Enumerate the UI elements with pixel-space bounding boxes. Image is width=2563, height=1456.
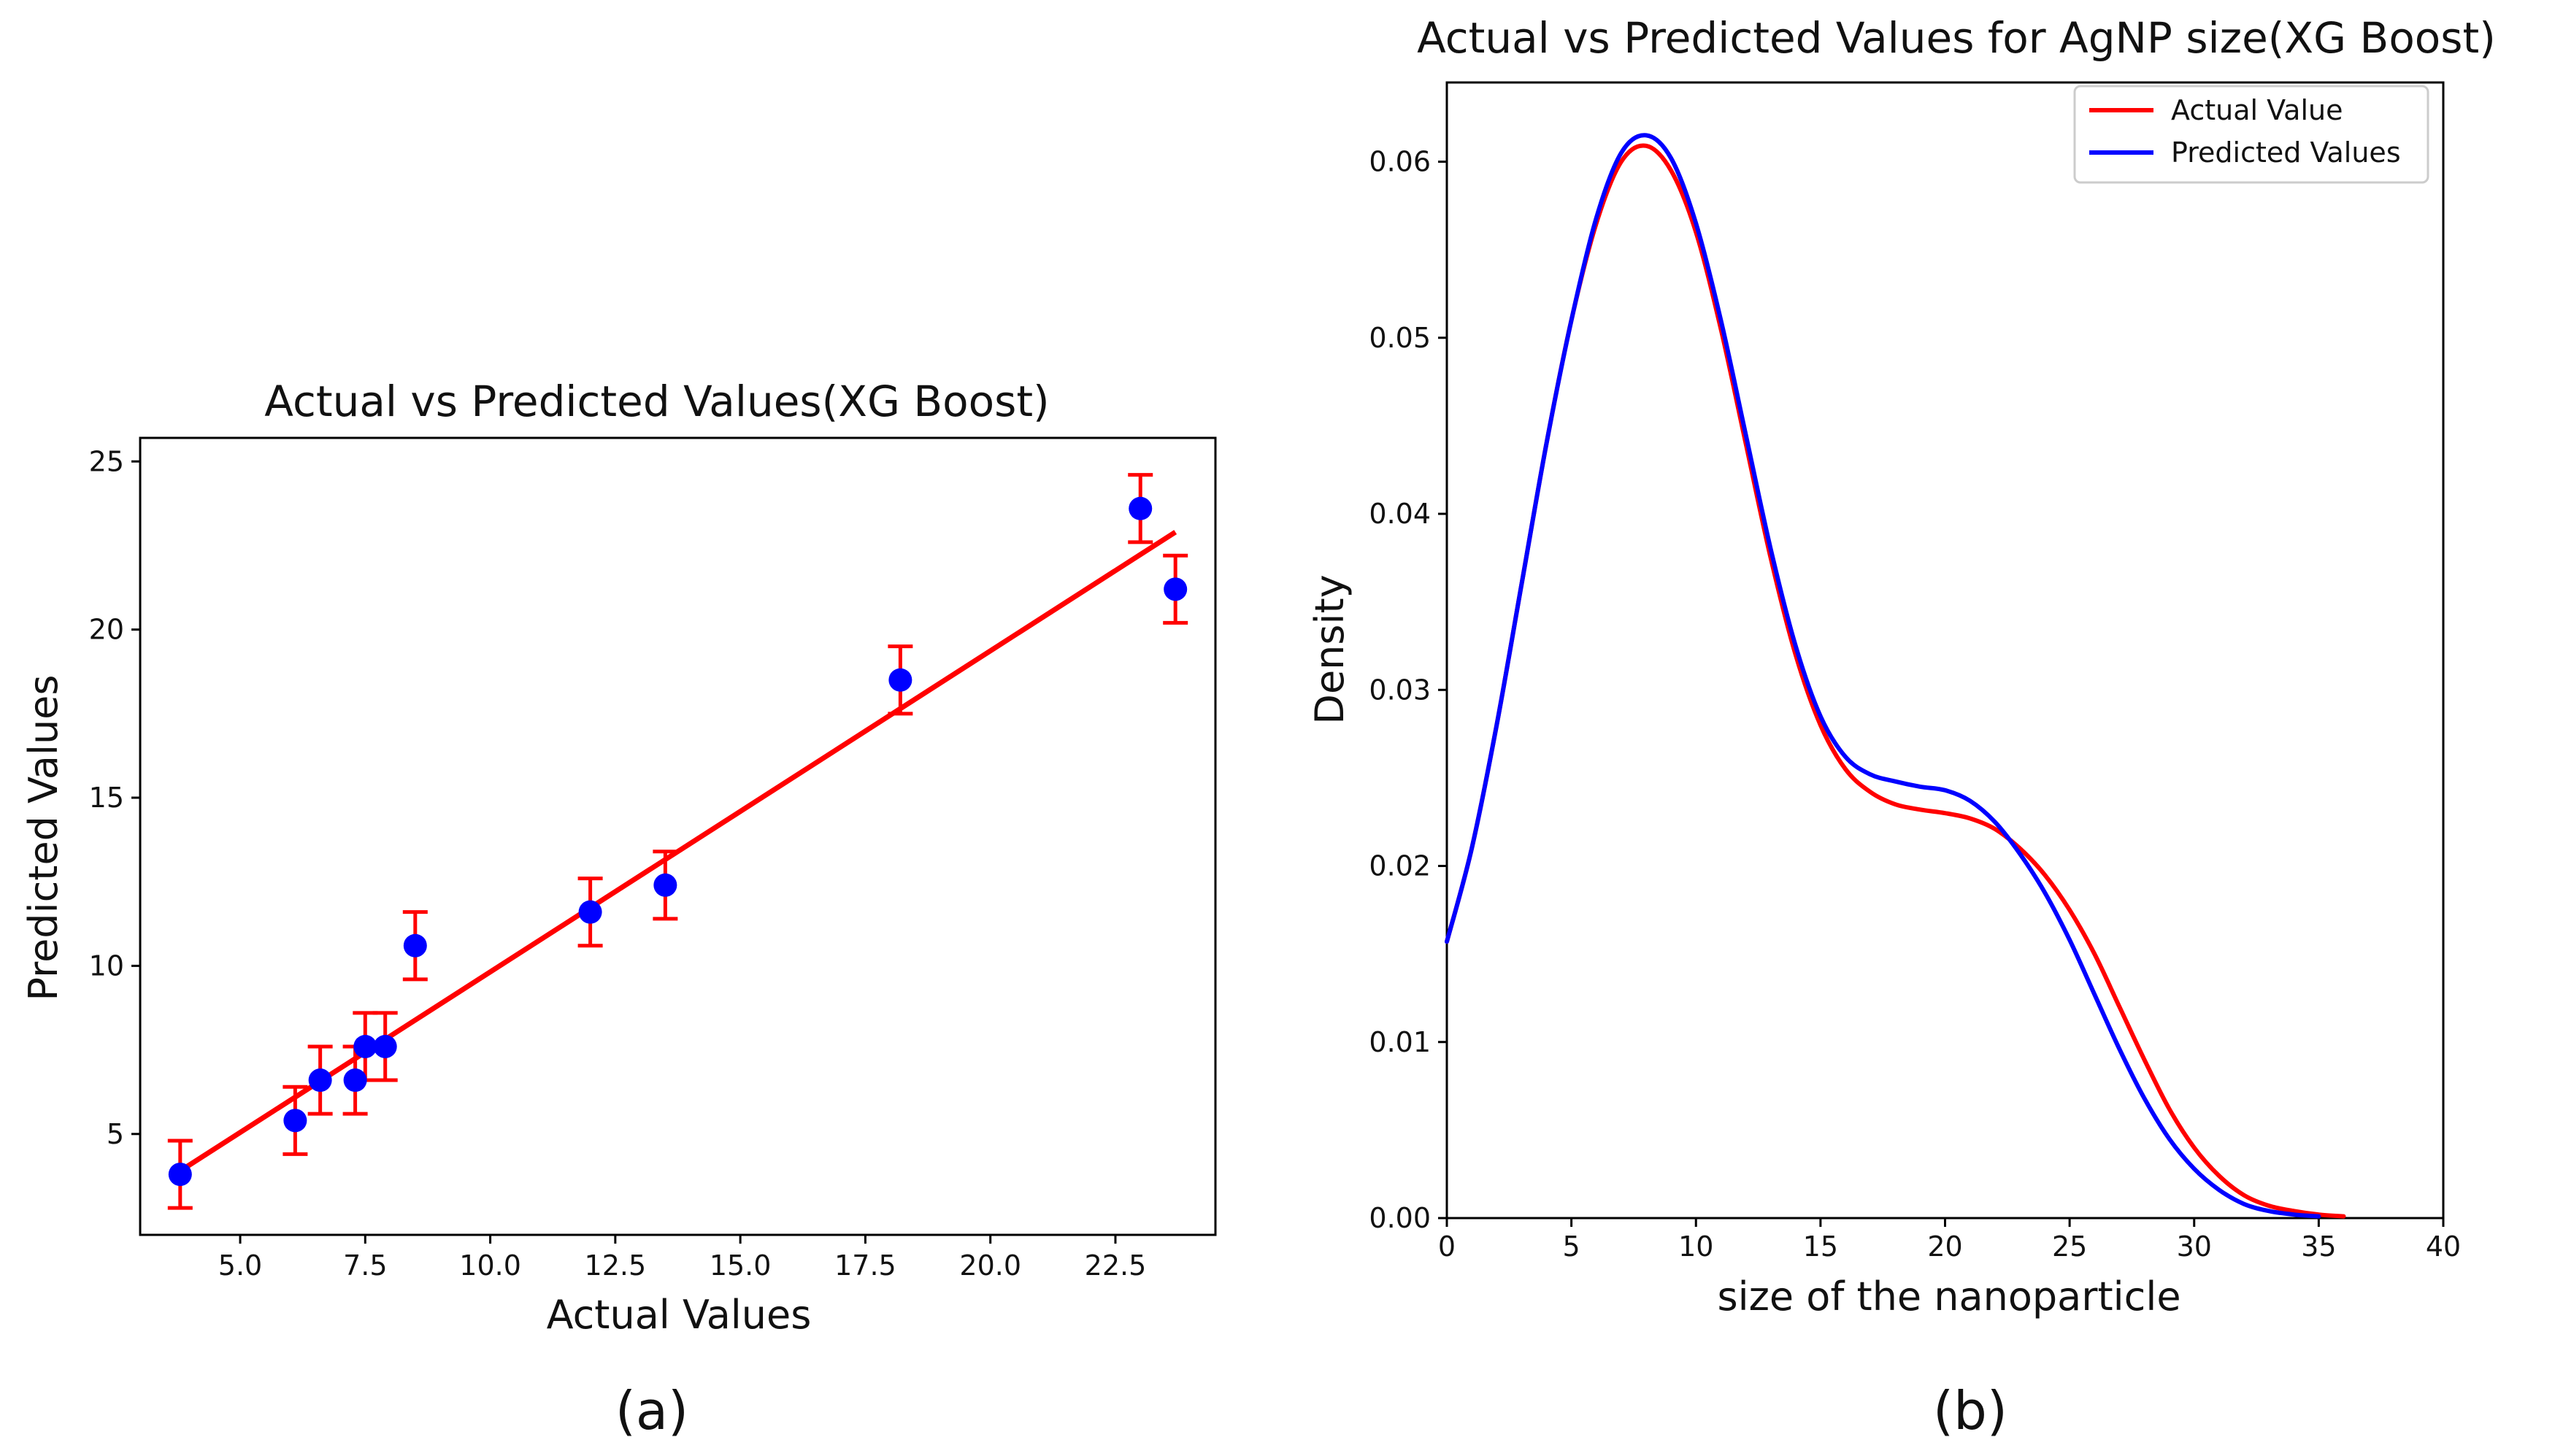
chart-a-x-tick-label: 17.5: [834, 1249, 896, 1282]
chart-a-y-tick-label: 15: [89, 782, 124, 814]
chart-a-x-tick-label: 10.0: [459, 1249, 521, 1282]
chart-b-y-tick-label: 0.05: [1369, 322, 1431, 354]
data-point: [353, 1034, 377, 1058]
chart-b-title: Actual vs Predicted Values for AgNP size…: [1417, 13, 2496, 63]
chart-b-plot-area: [1445, 81, 2445, 1220]
data-point: [578, 900, 602, 924]
density-chart-panel: Actual vs Predicted Values for AgNP size…: [1307, 13, 2496, 1441]
chart-b-lines-layer: [1445, 133, 2346, 1219]
chart-b-y-label: Density: [1307, 574, 1353, 724]
chart-b-x-tick-label: 30: [2177, 1230, 2212, 1263]
fit-line: [178, 530, 1177, 1174]
chart-a-x-tick-label: 5.0: [218, 1249, 262, 1282]
chart-a-x-axis: 5.0 7.5 10.0 12.5 15.0 17.5 20.0 22.5: [218, 1235, 1146, 1282]
legend-box: [2073, 85, 2429, 184]
chart-b-x-tick-label: 35: [2301, 1230, 2336, 1263]
chart-b-y-tick-label: 0.02: [1369, 850, 1431, 882]
data-point: [283, 1109, 307, 1133]
chart-b-x-tick-label: 10: [1678, 1230, 1713, 1263]
chart-a-title: Actual vs Predicted Values(XG Boost): [264, 377, 1049, 426]
chart-b-y-tick-label: 0.04: [1369, 498, 1431, 530]
chart-b-y-tick-label: 0.00: [1369, 1202, 1431, 1234]
legend-label-actual: Actual Value: [2171, 94, 2343, 126]
chart-b-y-axis: 0.00 0.01 0.02 0.03 0.04 0.05 0.06: [1369, 146, 1447, 1234]
chart-b-legend: Actual Value Predicted Values: [2073, 85, 2429, 184]
series-line-actual: [1445, 143, 2346, 1219]
chart-a-points-layer: [168, 496, 1188, 1187]
chart-a-y-label: Predicted Values: [20, 674, 66, 1001]
chart-b-y-tick-label: 0.06: [1369, 146, 1431, 178]
chart-b-x-tick-label: 0: [1438, 1230, 1456, 1263]
chart-a-fit-layer: [178, 530, 1177, 1174]
chart-b-x-label: size of the nanoparticle: [1717, 1274, 2180, 1320]
chart-a-y-tick-label: 10: [89, 950, 124, 982]
data-point: [168, 1163, 192, 1187]
chart-a-x-tick-label: 20.0: [959, 1249, 1021, 1282]
scatter-chart-panel: Actual vs Predicted Values(XG Boost) 5.0…: [20, 377, 1217, 1441]
panel-label-b: (b): [1933, 1380, 2007, 1441]
chart-b-x-tick-label: 5: [1563, 1230, 1580, 1263]
chart-a-x-label: Actual Values: [547, 1292, 812, 1338]
chart-b-y-tick-label: 0.01: [1369, 1026, 1431, 1058]
chart-b-x-axis: 0 5 10 15 20 25 30 35 40: [1438, 1218, 2461, 1263]
chart-a-errorbar-layer: [167, 473, 1188, 1210]
chart-a-y-tick-label: 20: [89, 614, 124, 646]
chart-a-x-tick-label: 22.5: [1085, 1249, 1147, 1282]
series-line-predicted: [1445, 133, 2321, 1219]
chart-b-y-tick-label: 0.03: [1369, 674, 1431, 706]
data-point: [888, 668, 912, 692]
data-point: [1164, 577, 1188, 601]
legend-label-predicted: Predicted Values: [2171, 136, 2401, 169]
chart-a-x-tick-label: 15.0: [710, 1249, 772, 1282]
data-point: [373, 1034, 397, 1058]
data-point: [403, 933, 427, 958]
chart-a-x-tick-label: 7.5: [343, 1249, 387, 1282]
data-point: [653, 873, 677, 897]
chart-b-x-tick-label: 25: [2052, 1230, 2087, 1263]
chart-b-x-tick-label: 40: [2426, 1230, 2461, 1263]
data-point: [1129, 496, 1153, 520]
chart-b-x-tick-label: 20: [1927, 1230, 1962, 1263]
chart-a-y-tick-label: 25: [89, 445, 124, 477]
chart-a-x-tick-label: 12.5: [585, 1249, 647, 1282]
chart-a-plot-area: [139, 436, 1217, 1236]
chart-b-x-tick-label: 15: [1803, 1230, 1838, 1263]
data-point: [343, 1068, 367, 1093]
chart-a-y-tick-label: 5: [107, 1118, 124, 1150]
chart-a-y-axis: 5 10 15 20 25: [89, 445, 140, 1150]
panel-label-a: (a): [615, 1380, 688, 1441]
data-point: [308, 1068, 332, 1093]
